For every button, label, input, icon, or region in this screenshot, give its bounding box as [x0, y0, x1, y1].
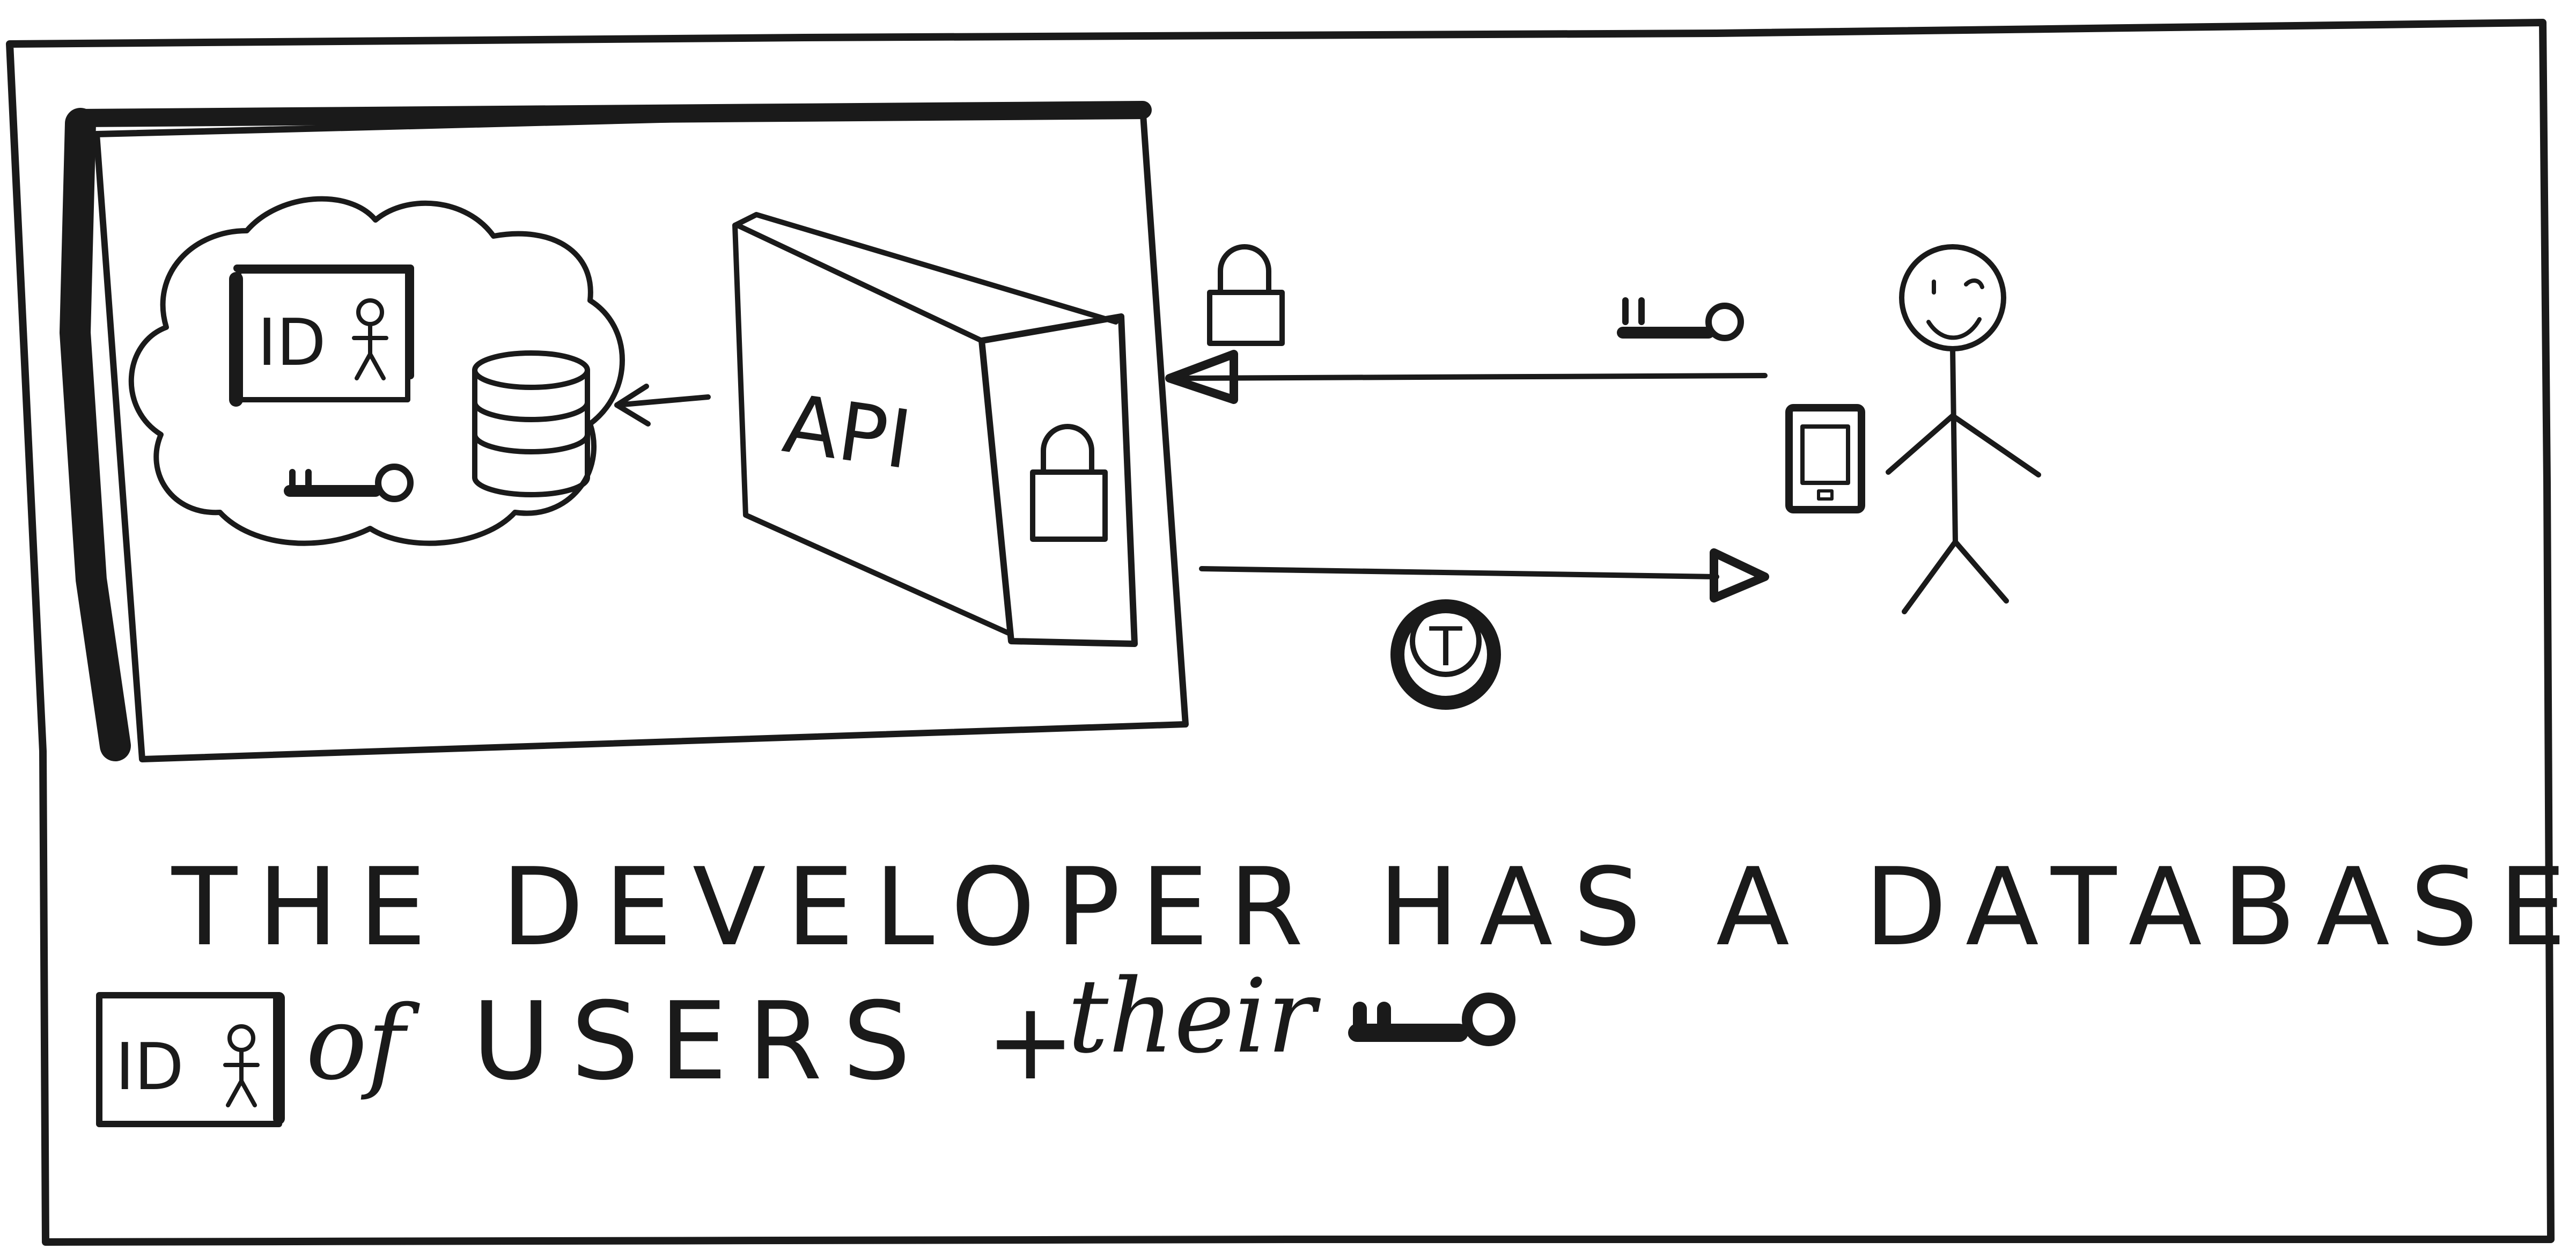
developer-server-box [60, 101, 1189, 762]
response-arrow [1199, 548, 1769, 603]
phone-icon [1785, 404, 1865, 513]
arrow-api-to-database [614, 384, 711, 427]
caption-of-text: of [306, 984, 420, 1103]
caption-users-text: USERS + [472, 979, 1096, 1104]
outer-frame [6, 19, 2555, 1246]
caption-id-card-icon: ID [96, 992, 285, 1127]
api-label: API [778, 377, 917, 487]
key-icon-request [1617, 297, 1744, 341]
api-gateway-box: API [732, 212, 1138, 647]
caption-id-label: ID [115, 1030, 184, 1105]
caption-key-icon [1348, 993, 1515, 1046]
lock-icon-api [1030, 424, 1108, 542]
user-figure [1886, 244, 2041, 614]
cloud-shape [128, 196, 625, 546]
caption-line-2: ID of USERS + their [96, 957, 1515, 1127]
request-arrow [1165, 350, 1768, 404]
lock-icon-request [1207, 244, 1285, 346]
caption-their-text: their [1068, 957, 1321, 1076]
id-card-icon: ID [229, 265, 414, 407]
token-label: T [1429, 615, 1462, 678]
id-card-label: ID [257, 306, 326, 380]
caption-line-1: THE DEVELOPER HAS A DATABASE OF [171, 845, 2576, 970]
database-icon [472, 350, 590, 497]
key-icon [284, 464, 414, 502]
token-icon: T [1390, 599, 1501, 710]
